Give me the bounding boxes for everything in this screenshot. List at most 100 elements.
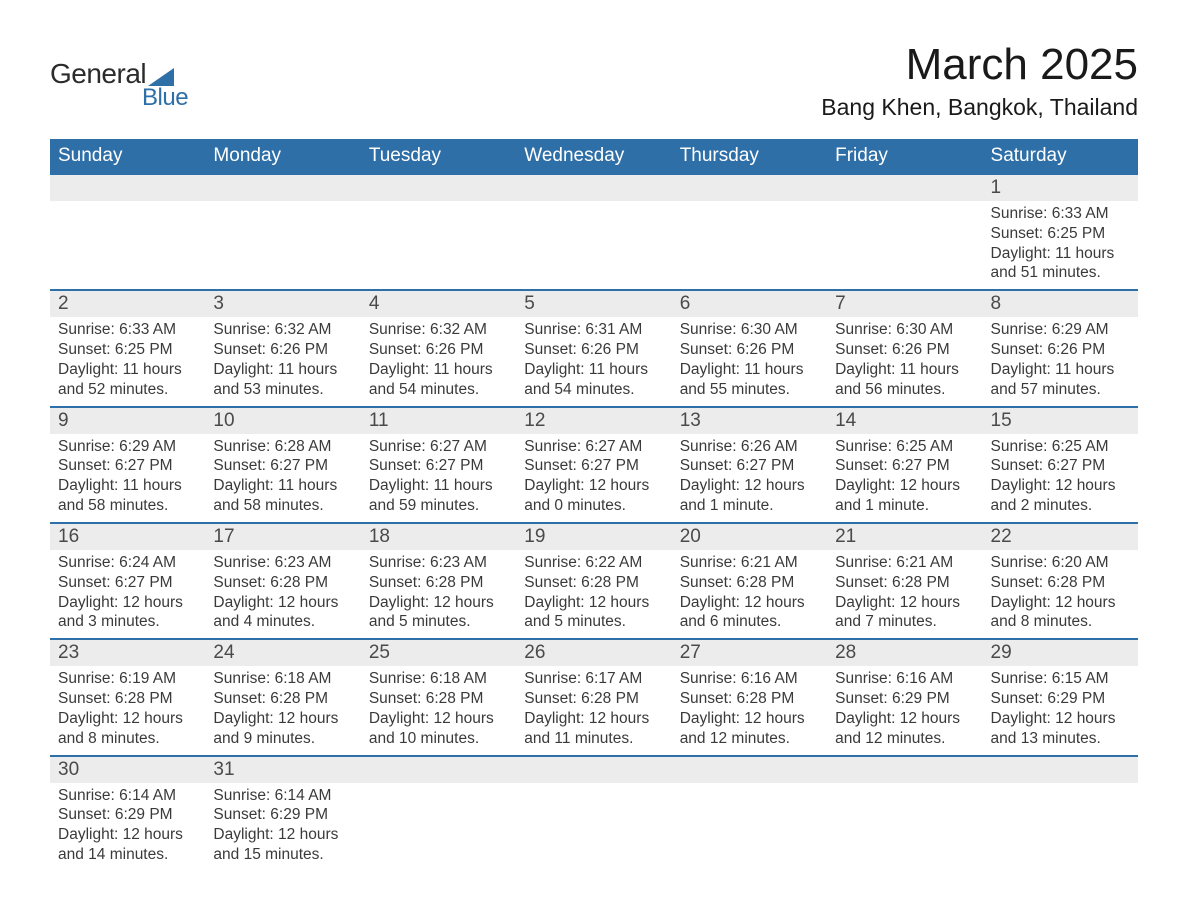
daylight-text: Daylight: 12 hours and 7 minutes. (835, 593, 974, 633)
daylight-text: Daylight: 11 hours and 54 minutes. (369, 360, 508, 400)
calendar-day-cell (205, 174, 360, 290)
daylight-text: Daylight: 12 hours and 11 minutes. (524, 709, 663, 749)
sunset-text: Sunset: 6:29 PM (835, 689, 974, 709)
sunset-text: Sunset: 6:27 PM (680, 456, 819, 476)
day-number: 18 (361, 524, 516, 550)
calendar-day-cell: 1 Sunrise: 6:33 AMSunset: 6:25 PMDaylight… (983, 174, 1138, 290)
calendar-day-cell: 2Sunrise: 6:33 AMSunset: 6:25 PMDaylight… (50, 290, 205, 406)
daylight-text: Daylight: 11 hours and 56 minutes. (835, 360, 974, 400)
daylight-text: Daylight: 12 hours and 13 minutes. (991, 709, 1130, 749)
day-body: Sunrise: 6:26 AMSunset: 6:27 PMDaylight:… (672, 434, 827, 522)
sunrise-text: Sunrise: 6:25 AM (835, 437, 974, 457)
daylight-text: Daylight: 11 hours and 58 minutes. (213, 476, 352, 516)
calendar-header-row: SundayMondayTuesdayWednesdayThursdayFrid… (50, 139, 1138, 174)
daylight-text: Daylight: 12 hours and 8 minutes. (58, 709, 197, 749)
calendar-day-cell (361, 174, 516, 290)
weekday-header: Thursday (672, 139, 827, 174)
calendar-day-cell (361, 756, 516, 871)
sunrise-text: Sunrise: 6:33 AM (991, 204, 1130, 224)
calendar-week-row: 16Sunrise: 6:24 AMSunset: 6:27 PMDayligh… (50, 523, 1138, 639)
sunset-text: Sunset: 6:27 PM (524, 456, 663, 476)
sunrise-text: Sunrise: 6:17 AM (524, 669, 663, 689)
sunset-text: Sunset: 6:26 PM (524, 340, 663, 360)
day-body: Sunrise: 6:32 AMSunset: 6:26 PMDaylight:… (205, 317, 360, 405)
sunrise-text: Sunrise: 6:21 AM (680, 553, 819, 573)
sunset-text: Sunset: 6:28 PM (213, 573, 352, 593)
daylight-text: Daylight: 11 hours and 55 minutes. (680, 360, 819, 400)
daylight-text: Daylight: 11 hours and 51 minutes. (991, 244, 1130, 284)
day-number (361, 757, 516, 783)
calendar-day-cell (516, 174, 671, 290)
day-number: 1 (983, 175, 1138, 201)
day-number: 10 (205, 408, 360, 434)
day-number: 21 (827, 524, 982, 550)
calendar-day-cell (672, 174, 827, 290)
weekday-header: Friday (827, 139, 982, 174)
day-number: 13 (672, 408, 827, 434)
calendar-day-cell: 18Sunrise: 6:23 AMSunset: 6:28 PMDayligh… (361, 523, 516, 639)
sunrise-text: Sunrise: 6:15 AM (991, 669, 1130, 689)
sunrise-text: Sunrise: 6:26 AM (680, 437, 819, 457)
day-body (361, 201, 516, 289)
sunset-text: Sunset: 6:26 PM (369, 340, 508, 360)
title-month: March 2025 (821, 40, 1138, 90)
day-body (516, 783, 671, 871)
daylight-text: Daylight: 12 hours and 4 minutes. (213, 593, 352, 633)
weekday-header: Monday (205, 139, 360, 174)
daylight-text: Daylight: 12 hours and 8 minutes. (991, 593, 1130, 633)
calendar-day-cell: 12Sunrise: 6:27 AMSunset: 6:27 PMDayligh… (516, 407, 671, 523)
day-number: 26 (516, 640, 671, 666)
logo-text-blue: Blue (142, 84, 188, 112)
sunset-text: Sunset: 6:27 PM (369, 456, 508, 476)
calendar-day-cell (50, 174, 205, 290)
day-number (205, 175, 360, 201)
day-number (516, 175, 671, 201)
day-number: 15 (983, 408, 1138, 434)
sunrise-text: Sunrise: 6:32 AM (213, 320, 352, 340)
calendar-day-cell: 21Sunrise: 6:21 AMSunset: 6:28 PMDayligh… (827, 523, 982, 639)
day-number: 12 (516, 408, 671, 434)
day-number (672, 175, 827, 201)
calendar-day-cell (516, 756, 671, 871)
day-number: 27 (672, 640, 827, 666)
sunset-text: Sunset: 6:28 PM (680, 573, 819, 593)
day-body (672, 783, 827, 871)
day-body: Sunrise: 6:14 AMSunset: 6:29 PMDaylight:… (205, 783, 360, 871)
sunrise-text: Sunrise: 6:14 AM (213, 786, 352, 806)
title-location: Bang Khen, Bangkok, Thailand (821, 94, 1138, 121)
day-body: Sunrise: 6:18 AMSunset: 6:28 PMDaylight:… (361, 666, 516, 754)
sunrise-text: Sunrise: 6:30 AM (680, 320, 819, 340)
day-body (361, 783, 516, 871)
sunset-text: Sunset: 6:29 PM (213, 805, 352, 825)
calendar-day-cell: 15Sunrise: 6:25 AMSunset: 6:27 PMDayligh… (983, 407, 1138, 523)
sunrise-text: Sunrise: 6:23 AM (213, 553, 352, 573)
sunset-text: Sunset: 6:25 PM (991, 224, 1130, 244)
daylight-text: Daylight: 12 hours and 1 minute. (680, 476, 819, 516)
sunrise-text: Sunrise: 6:23 AM (369, 553, 508, 573)
calendar-day-cell: 27Sunrise: 6:16 AMSunset: 6:28 PMDayligh… (672, 639, 827, 755)
sunset-text: Sunset: 6:28 PM (680, 689, 819, 709)
calendar-table: SundayMondayTuesdayWednesdayThursdayFrid… (50, 139, 1138, 871)
day-number (827, 175, 982, 201)
day-number: 11 (361, 408, 516, 434)
calendar-day-cell: 22Sunrise: 6:20 AMSunset: 6:28 PMDayligh… (983, 523, 1138, 639)
weekday-header: Tuesday (361, 139, 516, 174)
day-body: Sunrise: 6:19 AMSunset: 6:28 PMDaylight:… (50, 666, 205, 754)
day-body: Sunrise: 6:30 AMSunset: 6:26 PMDaylight:… (672, 317, 827, 405)
logo: General Blue (50, 40, 188, 112)
calendar-day-cell: 8Sunrise: 6:29 AMSunset: 6:26 PMDaylight… (983, 290, 1138, 406)
daylight-text: Daylight: 11 hours and 54 minutes. (524, 360, 663, 400)
day-body: Sunrise: 6:25 AMSunset: 6:27 PMDaylight:… (827, 434, 982, 522)
day-body: Sunrise: 6:22 AMSunset: 6:28 PMDaylight:… (516, 550, 671, 638)
day-body: Sunrise: 6:24 AMSunset: 6:27 PMDaylight:… (50, 550, 205, 638)
day-number: 31 (205, 757, 360, 783)
daylight-text: Daylight: 12 hours and 2 minutes. (991, 476, 1130, 516)
day-body (827, 783, 982, 871)
calendar-week-row: 23Sunrise: 6:19 AMSunset: 6:28 PMDayligh… (50, 639, 1138, 755)
sunrise-text: Sunrise: 6:22 AM (524, 553, 663, 573)
sunset-text: Sunset: 6:28 PM (369, 573, 508, 593)
sunrise-text: Sunrise: 6:27 AM (369, 437, 508, 457)
day-body: Sunrise: 6:27 AMSunset: 6:27 PMDaylight:… (516, 434, 671, 522)
daylight-text: Daylight: 12 hours and 5 minutes. (524, 593, 663, 633)
calendar-day-cell: 5Sunrise: 6:31 AMSunset: 6:26 PMDaylight… (516, 290, 671, 406)
